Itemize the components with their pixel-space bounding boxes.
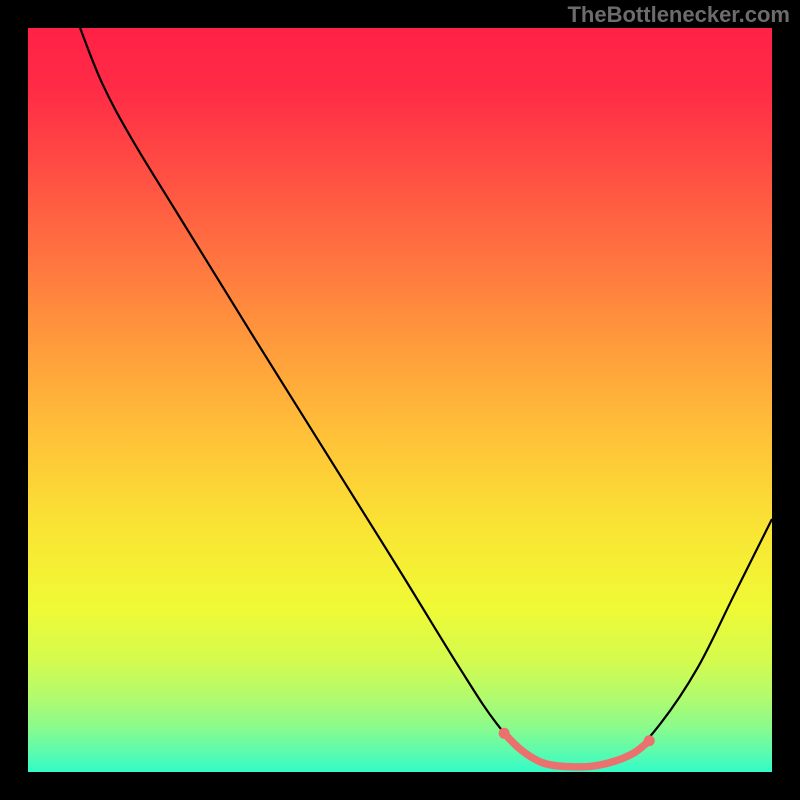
- optimal-range-endpoints: [499, 728, 655, 746]
- bottleneck-curve: [80, 28, 772, 768]
- curve-overlay: [28, 28, 772, 772]
- optimal-range-curve: [504, 733, 649, 767]
- plot-area: [28, 28, 772, 772]
- watermark-text: TheBottlenecker.com: [567, 2, 790, 28]
- chart-root: TheBottlenecker.com: [0, 0, 800, 800]
